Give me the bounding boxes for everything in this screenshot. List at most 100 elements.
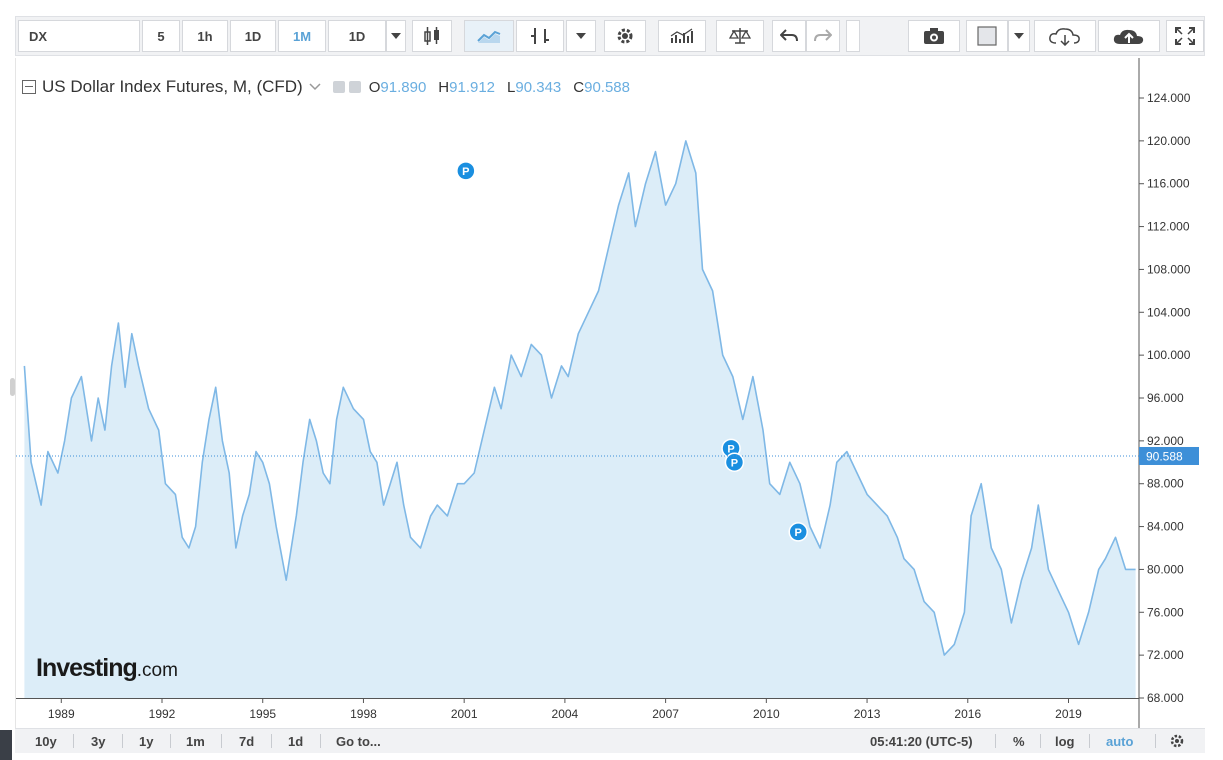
clock: 05:41:20 (UTC-5) [870,733,973,749]
y-tick-label: 112.000 [1147,220,1190,234]
redo-button[interactable] [806,20,840,52]
redo-icon [814,29,832,42]
chevron-down-icon[interactable] [309,83,321,91]
candles-button[interactable] [412,20,452,52]
chart-type-dropdown[interactable] [566,20,596,52]
event-marker-label: P [727,443,734,455]
gear-icon [1170,734,1184,748]
undo-button[interactable] [772,20,806,52]
separator [1040,734,1041,748]
camera-icon [924,28,944,44]
event-marker[interactable] [788,522,808,542]
separator [1089,734,1090,748]
settings-mini-icon[interactable] [348,81,361,93]
interval-1d-button[interactable]: 1D [230,20,276,52]
visibility-icon[interactable] [332,81,345,93]
separator [320,734,321,748]
logo-brand: Investing [36,654,138,682]
x-tick-label: 1992 [149,707,176,721]
range-3y-button[interactable]: 3y [91,733,106,749]
x-tick-label: 1998 [350,707,377,721]
price-line [23,140,1136,656]
y-tick-label: 68.000 [1147,691,1184,705]
fullscreen-button[interactable] [1166,20,1204,52]
low-label: L [507,78,516,96]
last-price-label: 90.588 [1146,449,1183,463]
x-tick-label: 1995 [249,707,276,721]
separator [995,734,996,748]
chart-area[interactable]: 124.000 120.000 116.000 112.000 108.000 104.0… [15,58,1206,728]
chart-axes [16,58,1140,728]
open-value: 91.890 [380,78,427,96]
range-7d-button[interactable]: 7d [239,733,255,749]
chevron-down-icon [1014,33,1024,39]
snapshot-button[interactable] [908,20,960,52]
y-tick-label: 96.000 [1147,391,1184,405]
candlestick-icon [424,27,439,45]
x-tick-label: 1989 [48,707,75,721]
window-edge [0,730,12,760]
fill-color-button[interactable] [966,20,1008,52]
y-tick-label: 72.000 [1147,648,1184,662]
toolbar-spacer [846,20,860,52]
undo-icon [780,29,798,42]
interval-5-button[interactable]: 5 [142,20,180,52]
chart-scroll-handle[interactable] [10,378,15,396]
color-swatch-icon [977,26,997,46]
indicators-icon [670,28,693,43]
fill-color-dropdown[interactable] [1008,20,1030,52]
chart-toolbar: DX 5 1h 1D 1M 1D [15,16,1205,56]
y-tick-label: 92.000 [1147,434,1184,448]
event-marker[interactable] [456,161,476,181]
y-tick-label: 84.000 [1147,520,1184,534]
chevron-down-icon [576,33,586,39]
x-tick-label: 2007 [652,707,679,721]
high-value: 91.912 [449,78,496,96]
y-tick-label: 76.000 [1147,605,1184,619]
scale-settings-button[interactable] [1169,733,1185,749]
log-toggle[interactable]: log [1055,733,1075,749]
range-10y-button[interactable]: 10y [35,733,57,749]
area-chart-button[interactable] [464,20,514,52]
collapse-legend-icon[interactable] [22,80,36,94]
separator [271,734,272,748]
separator [221,734,222,748]
price-area [23,140,1136,698]
save-chart-button[interactable] [1098,20,1160,52]
auto-toggle[interactable]: auto [1106,733,1134,749]
x-tick-label: 2019 [1055,707,1082,721]
axis-ticks: 124.000 120.000 116.000 112.000 108.000 104.0… [48,91,1191,721]
y-tick-label: 120.000 [1147,134,1191,148]
percent-toggle[interactable]: % [1013,733,1025,749]
separator [73,734,74,748]
range-1y-button[interactable]: 1y [139,733,154,749]
close-value: 90.588 [584,78,630,96]
chart-legend: US Dollar Index Futures, M, (CFD) O 91.8… [22,76,630,98]
goto-button[interactable]: Go to... [336,733,381,749]
x-tick-label: 2013 [854,707,881,721]
bars-button[interactable] [516,20,564,52]
y-tick-label: 116.000 [1147,177,1190,191]
y-tick-label: 80.000 [1147,562,1184,576]
logo-suffix: .com [136,660,178,681]
x-tick-label: 2004 [552,707,579,721]
interval-dropdown[interactable] [386,20,406,52]
interval-1d-alt-button[interactable]: 1D [328,20,386,52]
event-marker-label: P [462,166,469,178]
range-1d-button[interactable]: 1d [288,733,304,749]
y-tick-label: 104.000 [1147,305,1191,319]
event-marker[interactable] [724,452,745,473]
compare-button[interactable] [716,20,764,52]
interval-1m-button[interactable]: 1M [278,20,326,52]
load-chart-button[interactable] [1034,20,1096,52]
interval-1h-button[interactable]: 1h [182,20,228,52]
high-label: H [438,78,450,96]
price-chart[interactable]: 124.000 120.000 116.000 112.000 108.000 104.0… [16,58,1206,728]
symbol-input[interactable]: DX [18,20,140,52]
range-bar: 10y 3y 1y 1m 7d 1d Go to... 05:41:20 (UT… [15,728,1205,753]
range-1m-button[interactable]: 1m [186,733,205,749]
settings-button[interactable] [604,20,646,52]
y-tick-label: 88.000 [1147,477,1184,491]
indicators-button[interactable] [658,20,706,52]
